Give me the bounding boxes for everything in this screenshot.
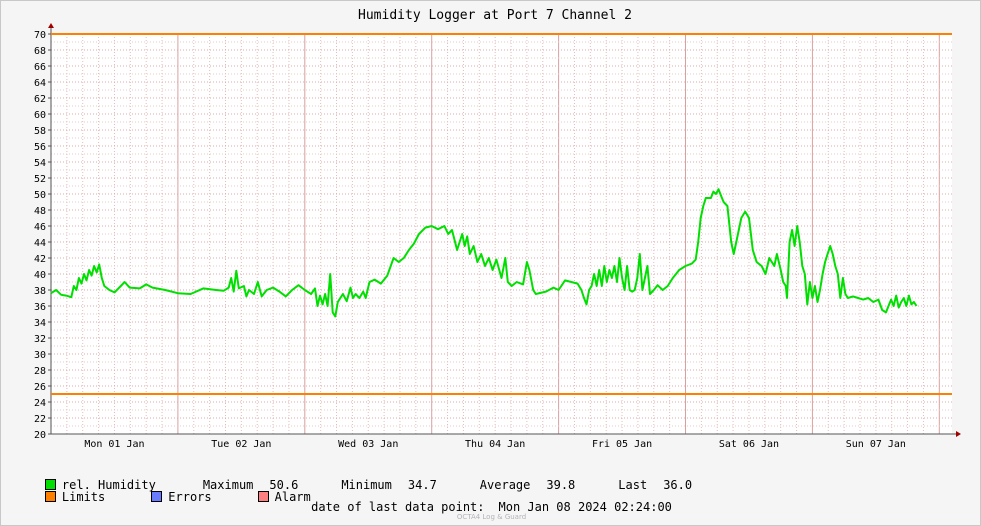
limits-swatch (44, 491, 56, 502)
y-tick-label: 48 (34, 206, 46, 217)
chart-title: Humidity Logger at Port 7 Channel 2 (358, 8, 632, 23)
series-swatch (44, 479, 56, 490)
y-axis-arrow (48, 23, 54, 28)
x-tick-label: Sun 07 Jan (846, 439, 906, 450)
y-tick-label: 32 (34, 334, 46, 345)
y-tick-label: 56 (34, 142, 46, 153)
y-tick-label: 30 (34, 350, 46, 361)
legend-row-1: rel. Humidity Maximum 50.6 Minimum 34.7 Avera… (16, 464, 692, 506)
y-tick-label: 24 (34, 398, 46, 409)
y-tick-label: 50 (34, 190, 46, 201)
x-tick-label: Mon 01 Jan (84, 439, 144, 450)
y-tick-label: 46 (34, 222, 46, 233)
y-tick-label: 52 (34, 174, 46, 185)
y-tick-label: 64 (34, 78, 46, 89)
y-tick-label: 20 (34, 430, 46, 441)
errors-legend-label: Errors (168, 490, 212, 504)
humidity-chart: Humidity Logger at Port 7 Channel 2 20 22… (34, 8, 961, 450)
y-tick-label: 62 (34, 94, 46, 105)
y-tick-label: 22 (34, 414, 46, 425)
x-axis-arrow (956, 431, 961, 437)
x-tick-label: Sat 06 Jan (719, 439, 779, 450)
y-tick-label: 28 (34, 366, 46, 377)
maximum-label: Maximum (202, 478, 254, 492)
y-tick-label: 26 (34, 382, 46, 393)
y-tick-label: 68 (34, 46, 46, 57)
alarm-swatch (257, 491, 269, 502)
x-tick-label: Wed 03 Jan (338, 439, 398, 450)
watermark: OCTA4 Log & Guard (456, 513, 527, 521)
y-tick-label: 40 (34, 270, 46, 281)
x-tick-label: Tue 02 Jan (211, 439, 271, 450)
y-tick-label: 70 (34, 30, 46, 41)
legend-row-2: Limits Errors Alarm (16, 476, 311, 518)
y-tick-label: 44 (34, 238, 46, 249)
series-legend-label: rel. Humidity (61, 478, 156, 492)
y-tick-label: 38 (34, 286, 46, 297)
errors-swatch (151, 491, 163, 502)
alarm-legend-label: Alarm (274, 490, 311, 504)
average-value: 39.8 (546, 478, 576, 492)
last-data-point-label: date of last data point: (311, 500, 485, 514)
average-label: Average (479, 478, 531, 492)
y-tick-label: 60 (34, 110, 46, 121)
last-data-point: date of last data point: Mon Jan 08 2024 … (1, 500, 981, 514)
last-data-point-value: Mon Jan 08 2024 02:24:00 (498, 500, 672, 514)
minimum-label: Minimum (341, 478, 392, 492)
last-label: Last (618, 478, 648, 492)
y-tick-label: 36 (34, 302, 46, 313)
y-tick-label: 66 (34, 62, 46, 73)
last-value: 36.0 (663, 478, 693, 492)
x-tick-label: Thu 04 Jan (465, 439, 525, 450)
y-tick-label: 58 (34, 126, 46, 137)
limits-legend-label: Limits (61, 490, 106, 504)
minimum-value: 34.7 (407, 478, 437, 492)
maximum-value: 50.6 (269, 478, 299, 492)
y-tick-label: 42 (34, 254, 46, 265)
x-tick-label: Fri 05 Jan (592, 439, 652, 450)
y-tick-label: 54 (34, 158, 46, 169)
humidity-series-line (50, 188, 918, 318)
y-tick-label: 34 (34, 318, 46, 329)
